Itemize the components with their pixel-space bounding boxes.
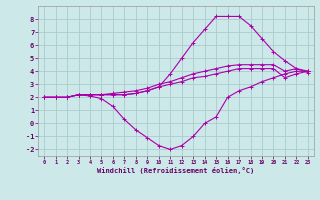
X-axis label: Windchill (Refroidissement éolien,°C): Windchill (Refroidissement éolien,°C)	[97, 167, 255, 174]
